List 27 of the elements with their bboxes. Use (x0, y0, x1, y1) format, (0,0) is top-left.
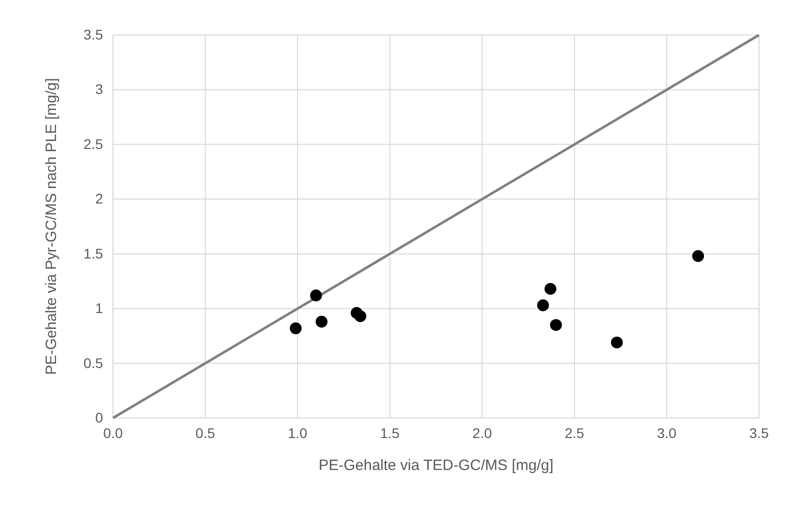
point (537, 299, 549, 312)
x-tick-label: 1.0 (288, 424, 308, 441)
x-tick-label: 0.0 (103, 424, 123, 441)
x-tick-label: 3.0 (656, 424, 677, 441)
x-tick-label: 2.0 (472, 424, 492, 441)
y-tick-label: 0.5 (84, 354, 104, 371)
x-tick-label: 2.5 (564, 424, 584, 441)
x-tick-label: 1.5 (380, 424, 400, 441)
y-tick-label: 0 (95, 409, 104, 426)
y-tick-label: 1.5 (84, 245, 104, 262)
point (550, 319, 562, 331)
y-tick-label: 3.5 (84, 26, 104, 42)
x-tick-label: 0.5 (196, 424, 216, 441)
point (316, 316, 328, 328)
point (544, 282, 556, 295)
y-tick-label: 2.5 (84, 136, 104, 152)
y-tick-label: 3 (95, 81, 104, 98)
y-axis-title: PE-Gehalte via Pyr-GC/MS nach PLE [mg/g] (43, 78, 60, 375)
point (354, 310, 366, 322)
y-tick-label: 1 (95, 300, 104, 316)
point (610, 336, 623, 348)
point (290, 322, 302, 334)
point (692, 250, 704, 262)
point (310, 290, 322, 302)
x-tick-label: 3.5 (749, 424, 769, 441)
y-tick-label: 2 (95, 190, 104, 207)
x-axis-title: PE-Gehalte via TED-GC/MS [mg/g] (318, 457, 554, 474)
